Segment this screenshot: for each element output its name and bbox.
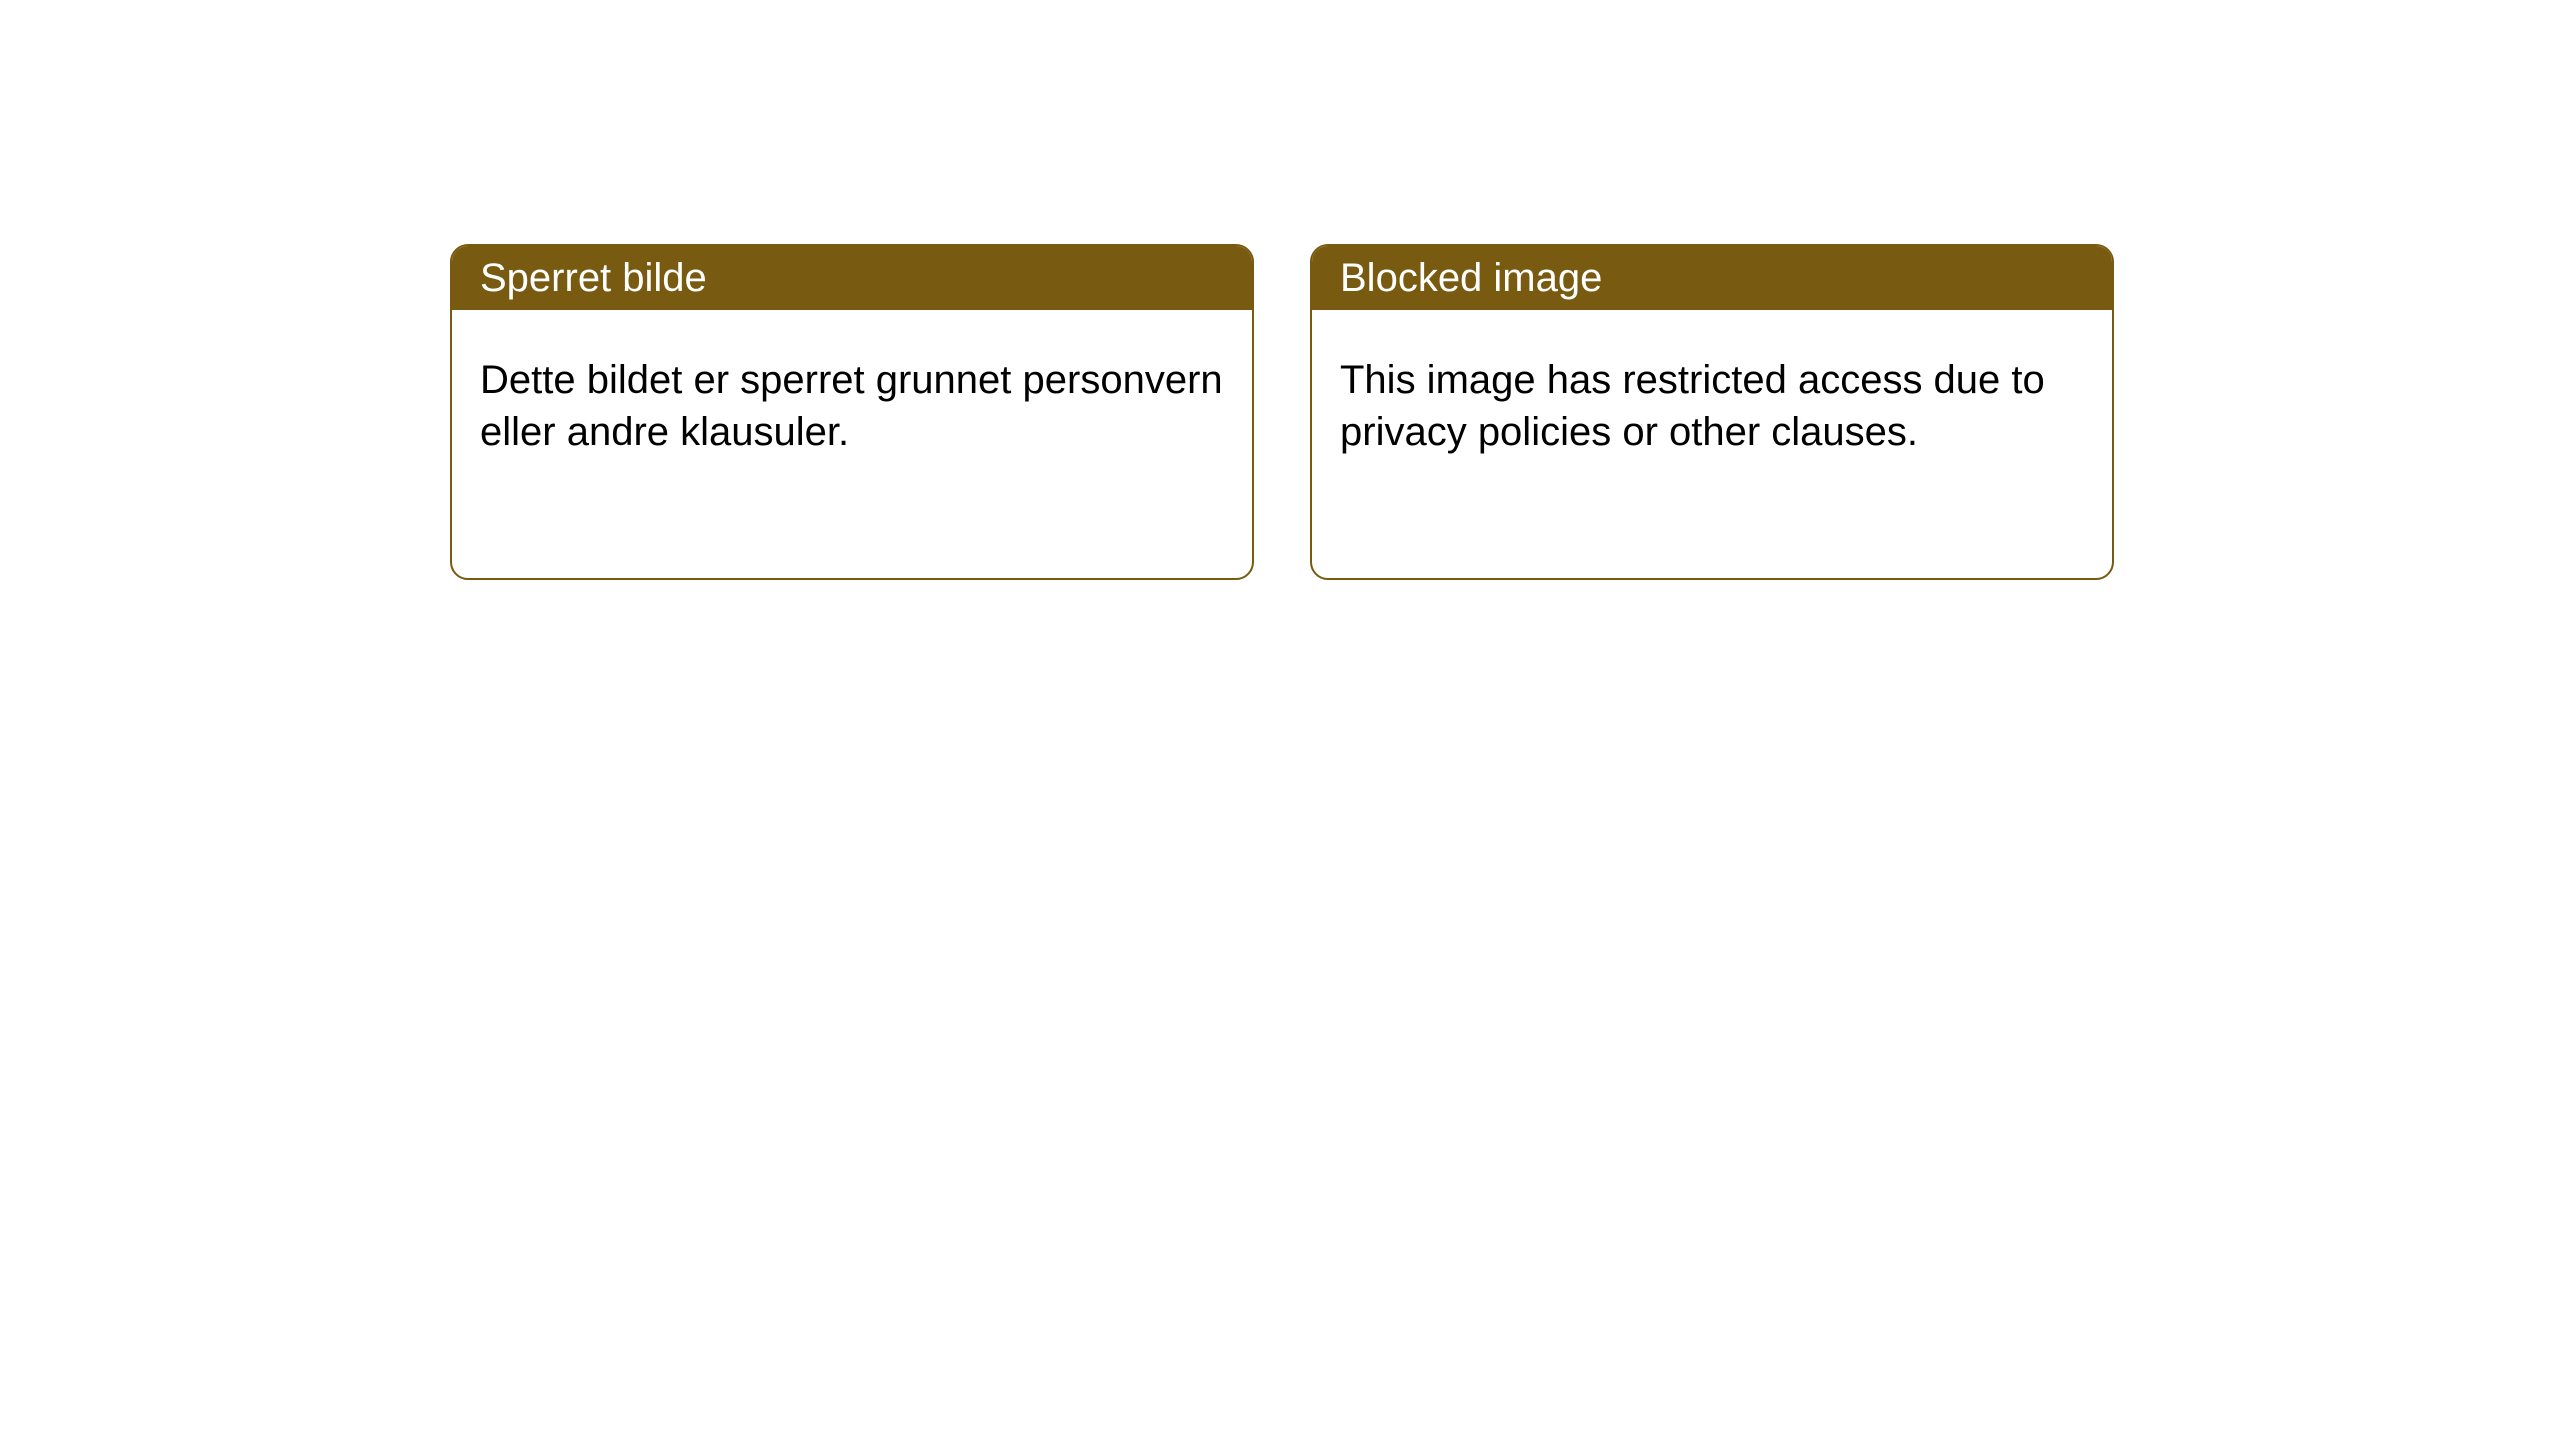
notice-container: Sperret bilde Dette bildet er sperret gr… (0, 0, 2560, 580)
blocked-image-card-no: Sperret bilde Dette bildet er sperret gr… (450, 244, 1254, 580)
card-body: This image has restricted access due to … (1312, 310, 2112, 502)
card-body-text: This image has restricted access due to … (1340, 358, 2045, 454)
card-title: Sperret bilde (480, 256, 707, 301)
card-title: Blocked image (1340, 256, 1602, 301)
card-body: Dette bildet er sperret grunnet personve… (452, 310, 1252, 502)
card-header: Sperret bilde (452, 246, 1252, 310)
blocked-image-card-en: Blocked image This image has restricted … (1310, 244, 2114, 580)
card-header: Blocked image (1312, 246, 2112, 310)
card-body-text: Dette bildet er sperret grunnet personve… (480, 358, 1223, 454)
